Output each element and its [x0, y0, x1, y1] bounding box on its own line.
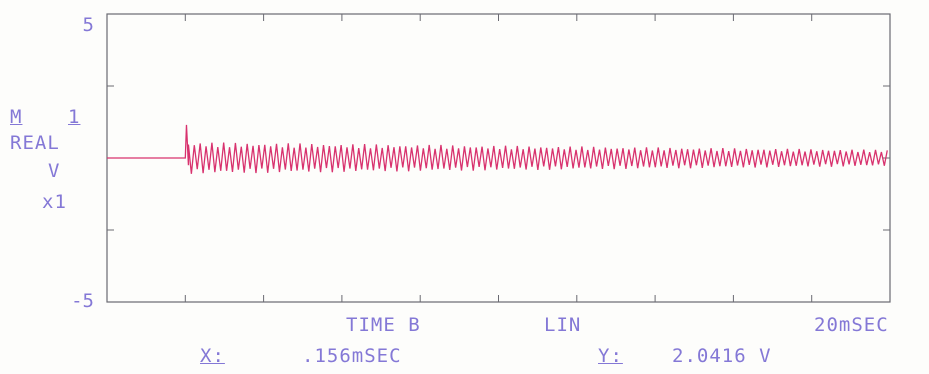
signal-trace [107, 124, 888, 174]
y-tick-label-top: 5 [83, 14, 94, 36]
span-label: 20mSEC [814, 314, 889, 336]
scale-label: x1 [42, 191, 67, 213]
time-label: TIME B [346, 314, 421, 336]
units-label: V [48, 160, 61, 182]
measurement-label: M [10, 106, 23, 128]
x-marker-value: .156mSEC [302, 345, 402, 367]
scale-mode-label: LIN [544, 314, 582, 336]
measurement-number: 1 [68, 106, 81, 128]
y-marker-label: Y: [598, 345, 623, 367]
y-marker-value: 2.0416 V [672, 345, 772, 367]
y-tick-label-bottom: -5 [71, 290, 94, 312]
x-marker-label: X: [200, 345, 225, 367]
mode-label: REAL [10, 132, 60, 154]
